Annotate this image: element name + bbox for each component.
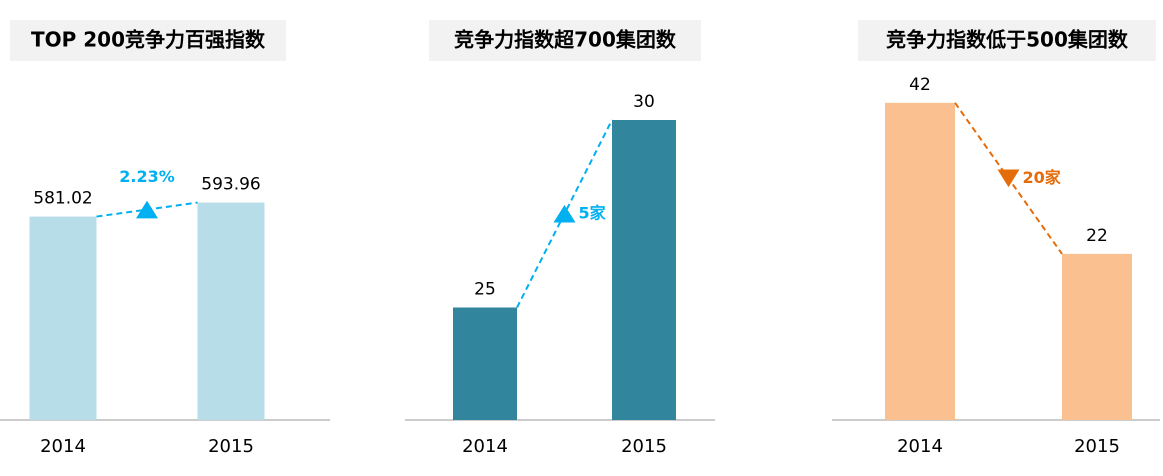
change-marker [553,204,576,223]
bar [197,202,265,420]
chart-title: 竞争力指数低于500集团数 [886,28,1129,52]
title-box [10,20,286,61]
x-tick-label: 2014 [462,436,508,457]
x-tick-label: 2014 [897,436,943,457]
value-label: 581.02 [33,189,92,209]
bar [1062,253,1132,420]
value-label: 22 [1086,226,1108,246]
change-label: 5家 [579,203,607,222]
change-label: 2.23% [119,167,175,186]
chart-title: 竞争力指数超700集团数 [454,28,677,52]
value-label: 30 [633,92,655,112]
change-marker [136,200,158,219]
bar [885,102,955,421]
value-label: 25 [474,280,496,300]
title-box [858,20,1156,61]
x-tick-label: 2014 [40,436,86,457]
x-tick-label: 2015 [208,436,254,457]
title-box [429,20,701,61]
value-label: 593.96 [201,175,260,195]
bar [453,307,517,420]
chart-title: TOP 200竞争力百强指数 [31,28,266,52]
bar [29,216,97,420]
change-marker [997,169,1020,188]
x-tick-label: 2015 [621,436,667,457]
value-label: 42 [909,75,931,95]
bar [612,120,676,420]
change-label: 20家 [1023,168,1062,187]
x-tick-label: 2015 [1074,436,1120,457]
